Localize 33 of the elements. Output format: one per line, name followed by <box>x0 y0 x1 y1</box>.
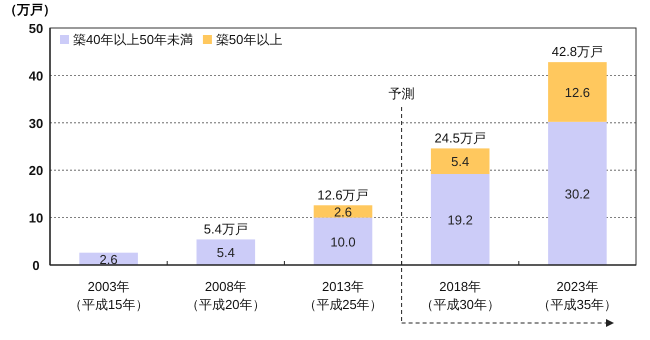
y-tick-label: 20 <box>28 163 44 178</box>
x-tick-label: 2018年（平成30年） <box>420 279 500 312</box>
y-tick-label: 10 <box>28 210 44 226</box>
x-tick-label: 2023年（平成35年） <box>538 279 618 312</box>
data-label: 12.6 <box>564 84 590 100</box>
x-tick-label: 2008年（平成20年） <box>186 279 266 312</box>
total-label: 24.5万戸 <box>434 130 486 146</box>
legend-label: 築40年以上50年未満 <box>73 32 193 47</box>
data-label: 5.4 <box>216 245 235 260</box>
y-tick-label: 30 <box>28 116 44 131</box>
total-label: 42.8万戸 <box>552 44 604 60</box>
total-label: 12.6万戸 <box>317 187 369 202</box>
bar <box>314 218 372 265</box>
x-tick-label: 2013年（平成25年） <box>303 279 383 312</box>
data-label: 19.2 <box>448 212 473 228</box>
legend-label: 築50年以上 <box>216 32 282 47</box>
bar <box>548 122 607 265</box>
bar <box>196 239 256 265</box>
data-label: 30.2 <box>564 186 590 202</box>
bar <box>430 148 490 174</box>
ref-line-label: 予測 <box>388 86 415 101</box>
y-axis-title: （万戸） <box>4 2 56 17</box>
bar <box>430 174 490 265</box>
total-label: 5.4万戸 <box>204 221 248 236</box>
x-tick-label: 2003年（平成15年） <box>68 279 148 312</box>
y-tick-label: 50 <box>28 21 44 36</box>
data-label: 5.4 <box>451 154 470 170</box>
data-label: 10.0 <box>330 234 356 250</box>
data-label: 2.6 <box>334 204 352 220</box>
data-label: 2.6 <box>100 252 118 267</box>
bar <box>548 62 607 122</box>
y-tick-label: 40 <box>28 68 44 84</box>
y-tick-label: 0 <box>32 258 40 273</box>
